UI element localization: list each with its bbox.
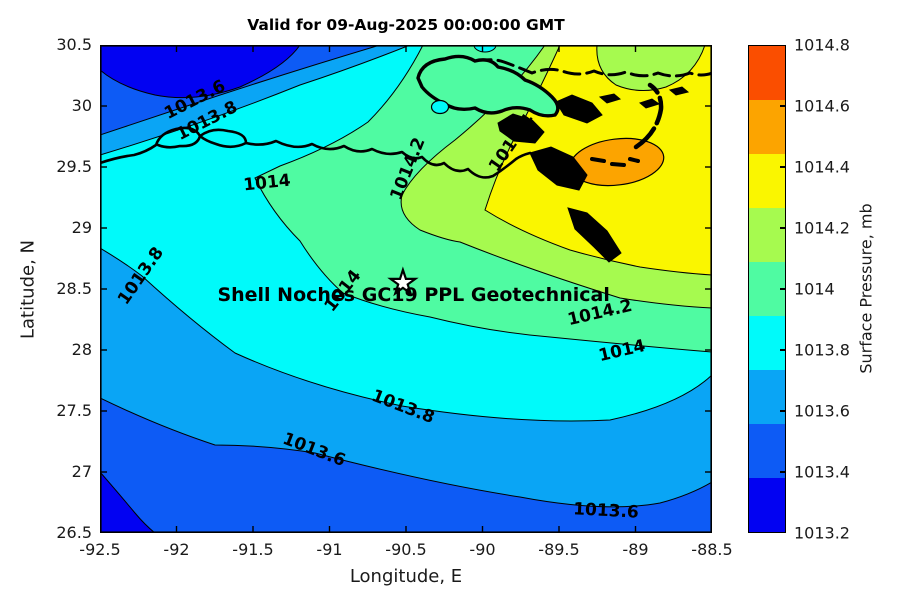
x-tick-label: -92 xyxy=(163,540,190,559)
colorbar-tick-label: 1013.2 xyxy=(794,523,850,543)
y-tick-label: 26.5 xyxy=(56,523,92,542)
plot-title: Valid for 09-Aug-2025 00:00:00 GMT xyxy=(247,16,565,34)
x-tick-label: -89.5 xyxy=(538,540,580,559)
colorbar-tick-label: 1014.8 xyxy=(794,35,850,55)
x-tick-label: -88.5 xyxy=(691,540,733,559)
colorbar-tick-mark xyxy=(780,410,786,412)
colorbar-tick-label: 1013.8 xyxy=(794,340,850,360)
colorbar-tick-mark xyxy=(780,227,786,229)
colorbar-tick-mark xyxy=(780,471,786,473)
x-tick-label: -90.5 xyxy=(385,540,427,559)
colorbar-tick-label: 1013.4 xyxy=(794,462,850,482)
colorbar-tick-mark xyxy=(780,288,786,290)
delta-marsh xyxy=(497,86,690,263)
colorbar xyxy=(748,45,786,533)
y-tick-label: 29 xyxy=(71,218,92,237)
colorbar-tick-label: 1014.4 xyxy=(794,157,850,177)
colorbar-segment xyxy=(749,316,785,370)
colorbar-segment xyxy=(749,370,785,424)
y-tick-label: 29.5 xyxy=(56,157,92,176)
x-tick-label: -90 xyxy=(469,540,496,559)
star-marker xyxy=(387,266,419,297)
x-axis-label: Longitude, E xyxy=(349,566,463,587)
y-tick-label: 28.5 xyxy=(56,279,92,298)
marker-layer xyxy=(387,266,419,297)
colorbar-segment xyxy=(749,154,785,208)
band-yellow-green-lobe xyxy=(596,44,706,91)
colorbar-tick-mark xyxy=(780,166,786,168)
plot-area xyxy=(98,37,714,534)
colorbar-tick-label: 1014 xyxy=(794,279,835,299)
colorbar-segment xyxy=(749,46,785,100)
x-tick-label: -89 xyxy=(622,540,649,559)
y-tick-label: 30 xyxy=(71,96,92,115)
colorbar-tick-mark xyxy=(780,105,786,107)
colorbar-tick-mark xyxy=(780,349,786,351)
colorbar-tick-label: 1014.2 xyxy=(794,218,850,238)
colorbar-segment xyxy=(749,424,785,478)
band-medium-blue-lower xyxy=(99,397,713,534)
y-tick-label: 30.5 xyxy=(56,35,92,54)
colorbar-segment xyxy=(749,208,785,262)
axes-box xyxy=(100,45,713,533)
lake-inner-dip xyxy=(430,99,450,115)
colorbar-tick-label: 1014.6 xyxy=(794,96,850,116)
colorbar-segment xyxy=(749,478,785,532)
x-tick-label: -92.5 xyxy=(79,540,121,559)
colorbar-tick-label: 1013.6 xyxy=(794,401,850,421)
x-tick-label: -91 xyxy=(316,540,343,559)
y-tick-label: 27.5 xyxy=(56,401,92,420)
band-dark-blue-topleft xyxy=(99,44,301,99)
y-tick-label: 28 xyxy=(71,340,92,359)
colorbar-segment xyxy=(749,100,785,154)
y-tick-label: 27 xyxy=(71,462,92,481)
lake-pontchartrain xyxy=(416,54,560,118)
contour-map xyxy=(98,37,714,534)
colorbar-segment xyxy=(749,262,785,316)
x-tick-label: -91.5 xyxy=(232,540,274,559)
colorbar-title: Surface Pressure, mb xyxy=(856,203,876,374)
